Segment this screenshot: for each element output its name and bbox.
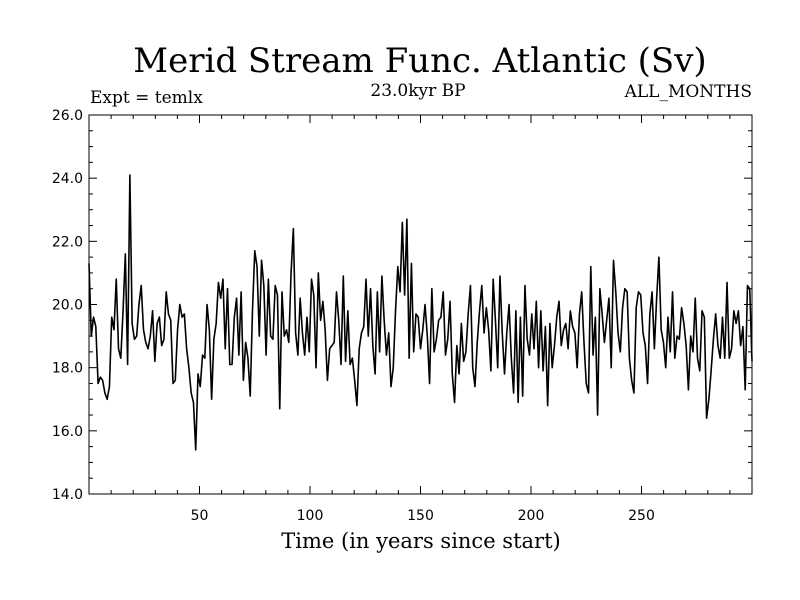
series-line bbox=[88, 174, 753, 451]
x-tick-label: 150 bbox=[407, 508, 434, 524]
x-axis-label: Time (in years since start) bbox=[281, 529, 560, 553]
y-tick-label: 16.0 bbox=[52, 424, 83, 440]
y-tick-label: 20.0 bbox=[52, 298, 83, 314]
x-tick-label: 100 bbox=[297, 508, 324, 524]
months-label: ALL_MONTHS bbox=[624, 82, 752, 102]
x-tick-label: 50 bbox=[191, 508, 209, 524]
chart-subtitle: 23.0kyr BP bbox=[370, 81, 465, 101]
experiment-label: Expt = temlx bbox=[90, 88, 203, 108]
y-tick-label: 26.0 bbox=[52, 108, 83, 124]
x-tick-label: 200 bbox=[518, 508, 545, 524]
x-tick-label: 250 bbox=[628, 508, 655, 524]
y-tick-label: 18.0 bbox=[52, 361, 83, 377]
y-tick-label: 14.0 bbox=[52, 487, 83, 503]
axis-tick-labels: 50 100 150 200 250 14.0 16.0 18.0 20.0 22.0 24.0 26… bbox=[52, 108, 655, 524]
y-tick-label: 24.0 bbox=[52, 171, 83, 187]
y-tick-label: 22.0 bbox=[52, 234, 83, 250]
chart-title: Merid Stream Func. Atlantic (Sv) bbox=[133, 41, 706, 81]
